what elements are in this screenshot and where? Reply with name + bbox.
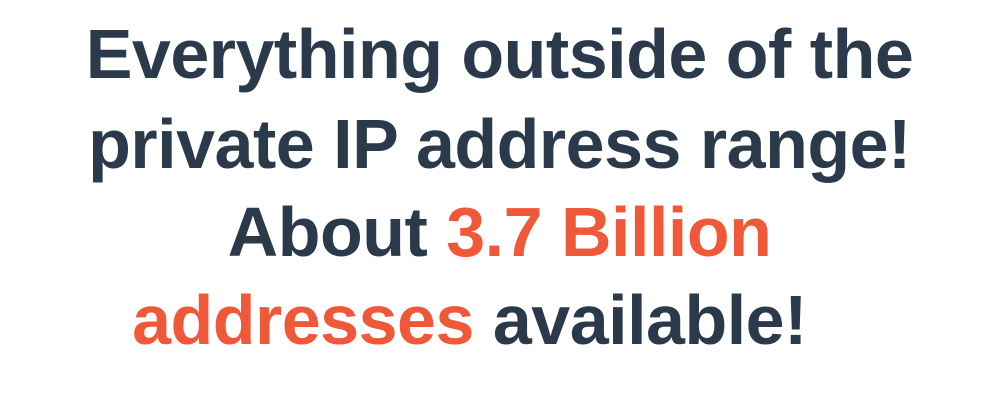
headline-line: private IP address range!	[88, 105, 911, 183]
text: About	[227, 193, 428, 271]
text: available!	[492, 281, 808, 359]
headline-line: About 3.7 Billion	[0, 188, 999, 276]
highlight-text: 3.7 Billion	[446, 193, 772, 271]
highlight-text: addresses	[132, 281, 474, 359]
headline-line: Everything outside of the	[85, 15, 914, 93]
headline-line: addresses available!	[0, 276, 969, 364]
